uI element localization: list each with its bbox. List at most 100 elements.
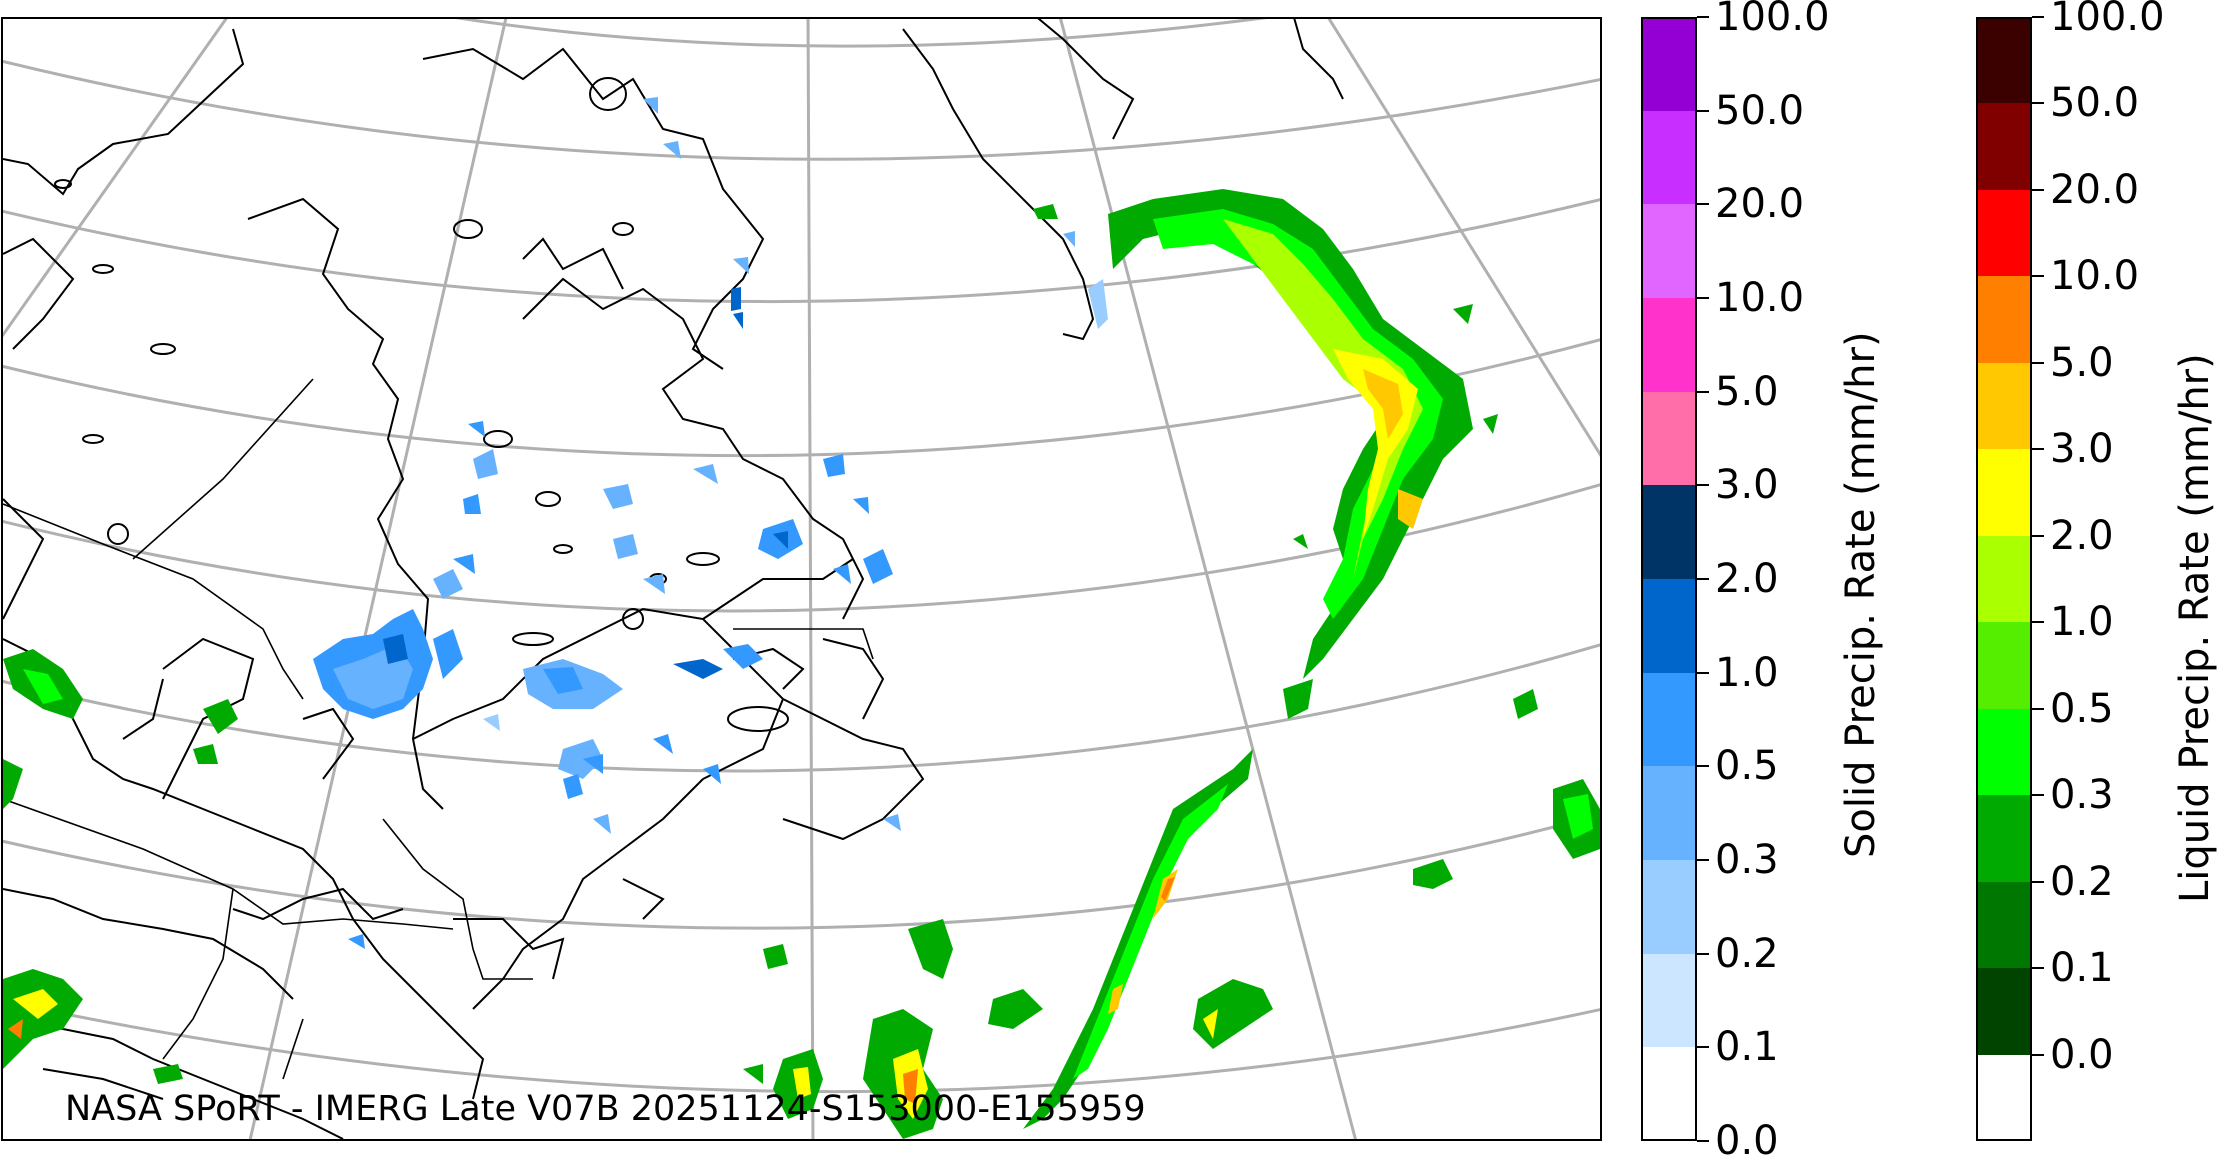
colorbar-tick-label: 50.0 [1715,87,1805,134]
solid-precip-colorbar-title: Solid Precip. Rate (mm/hr) [1838,331,1884,858]
meridian-line [1059,19,1357,1139]
colorbar-segment [1641,17,1697,112]
solid-precip [313,97,1108,949]
colorbar-tick-label: 0.0 [2050,1031,2114,1078]
colorbar-segment [1641,766,1697,861]
data-credit: NASA SPoRT - IMERG Late V07B 20251124-S1… [65,1089,1146,1129]
liquid-precip [3,189,1600,1139]
meridian-line [3,19,228,338]
colorbar-tick-label: 0.0 [1715,1118,1779,1164]
colorbar-tick [1697,203,1709,206]
colorbar-tick-label: 5.0 [1715,368,1779,415]
colorbar-segment [1976,968,2032,1056]
colorbar-tick-label: 0.1 [2050,945,2114,992]
colorbar-segment [1976,17,2032,104]
colorbar-tick [1697,1046,1709,1049]
colorbar-segment [1976,189,2032,277]
colorbar-tick [2032,361,2044,364]
colorbar-tick [1697,952,1709,955]
colorbar-tick-label: 0.5 [2050,685,2114,732]
colorbar-segment [1976,881,2032,969]
colorbar-tick [2032,880,2044,883]
colorbar-tick-label: 1.0 [2050,599,2114,646]
coastlines [3,19,1344,1139]
colorbar-segment [1976,622,2032,710]
colorbar-segment [1976,103,2032,191]
colorbar-frame [1641,17,1697,1141]
colorbar-tick-label: 5.0 [2050,339,2114,386]
colorbar-segment [1976,362,2032,450]
map-canvas [3,19,1600,1139]
colorbar-tick-label: 3.0 [1715,462,1779,509]
latitude-line [3,198,1600,304]
colorbar-segment [1976,535,2032,623]
liquid-precip-colorbar [1976,17,2032,1142]
colorbar-segment [1641,391,1697,486]
colorbar-tick [1697,671,1709,674]
colorbar-tick [1697,297,1709,299]
colorbar-segment [1641,579,1697,674]
colorbar-segment [1976,708,2032,796]
colorbar-tick [2032,16,2044,18]
colorbar-tick [1697,484,1709,487]
colorbar-tick [2032,534,2044,537]
colorbar-tick [2032,448,2044,451]
colorbar-frame [1976,17,2032,1141]
colorbar-tick [2032,707,2044,710]
colorbar-tick-label: 20.0 [2050,166,2140,213]
colorbar-tick [2032,621,2044,624]
colorbar-tick-label: 10.0 [1715,275,1805,321]
colorbar-segment [1976,449,2032,537]
colorbar-tick-label: 3.0 [2050,426,2114,473]
colorbar-tick [1697,390,1709,393]
colorbar-tick-label: 0.3 [1715,837,1779,883]
colorbar-tick-label: 0.1 [1715,1024,1779,1071]
colorbar-tick-label: 0.5 [1715,743,1779,790]
colorbar-segment [1976,795,2032,883]
colorbar-tick-label: 2.0 [1715,556,1779,602]
colorbar-tick-label: 0.2 [1715,930,1779,977]
colorbar-segment [1641,110,1697,205]
colorbar-tick-label: 0.3 [2050,772,2114,819]
colorbar-tick [1697,578,1709,580]
colorbar-tick [2032,188,2044,191]
colorbar-tick-label: 1.0 [1715,649,1779,696]
latitude-line [3,643,1600,773]
colorbar-tick-label: 20.0 [1715,181,1805,228]
colorbar-segment [1641,204,1697,299]
colorbar-tick-label: 2.0 [2050,512,2114,559]
colorbar-tick [2032,794,2044,797]
colorbar-segment [1641,860,1697,955]
precip-map: NASA SPoRT - IMERG Late V07B 20251124-S1… [1,17,1602,1141]
colorbar-tick [1697,765,1709,768]
liquid-precip-colorbar-title: Liquid Precip. Rate (mm/hr) [2172,353,2218,903]
colorbar-tick-label: 10.0 [2050,253,2140,300]
colorbar-tick [2032,102,2044,105]
colorbar-tick [1697,859,1709,861]
lakes [54,77,789,732]
solid-precip-colorbar [1641,17,1697,1142]
political-borders [3,378,874,1080]
colorbar-tick-label: 50.0 [2050,80,2140,127]
colorbar-tick-label: 100.0 [2050,0,2165,40]
colorbar-tick [1697,16,1709,18]
latitude-line [3,338,1600,458]
colorbar-tick [2032,275,2044,278]
latitude-line [455,19,1267,48]
colorbar-tick [1697,1140,1709,1142]
latitude-line [3,813,1600,930]
colorbar-tick [2032,967,2044,970]
colorbar-tick-label: 100.0 [1715,0,1830,40]
colorbar-segment [1976,1054,2032,1142]
colorbar-segment [1641,953,1697,1048]
colorbar-segment [1976,276,2032,364]
colorbar-tick-label: 0.2 [2050,858,2114,905]
colorbar-segment [1641,672,1697,767]
colorbar-tick [2032,1053,2044,1056]
colorbar-segment [1641,485,1697,580]
precip-band-north-atlantic [1108,189,1473,679]
meridian-line [1327,19,1600,458]
colorbar-tick [1697,109,1709,112]
meridian-line [248,19,508,1139]
colorbar-segment [1641,298,1697,393]
